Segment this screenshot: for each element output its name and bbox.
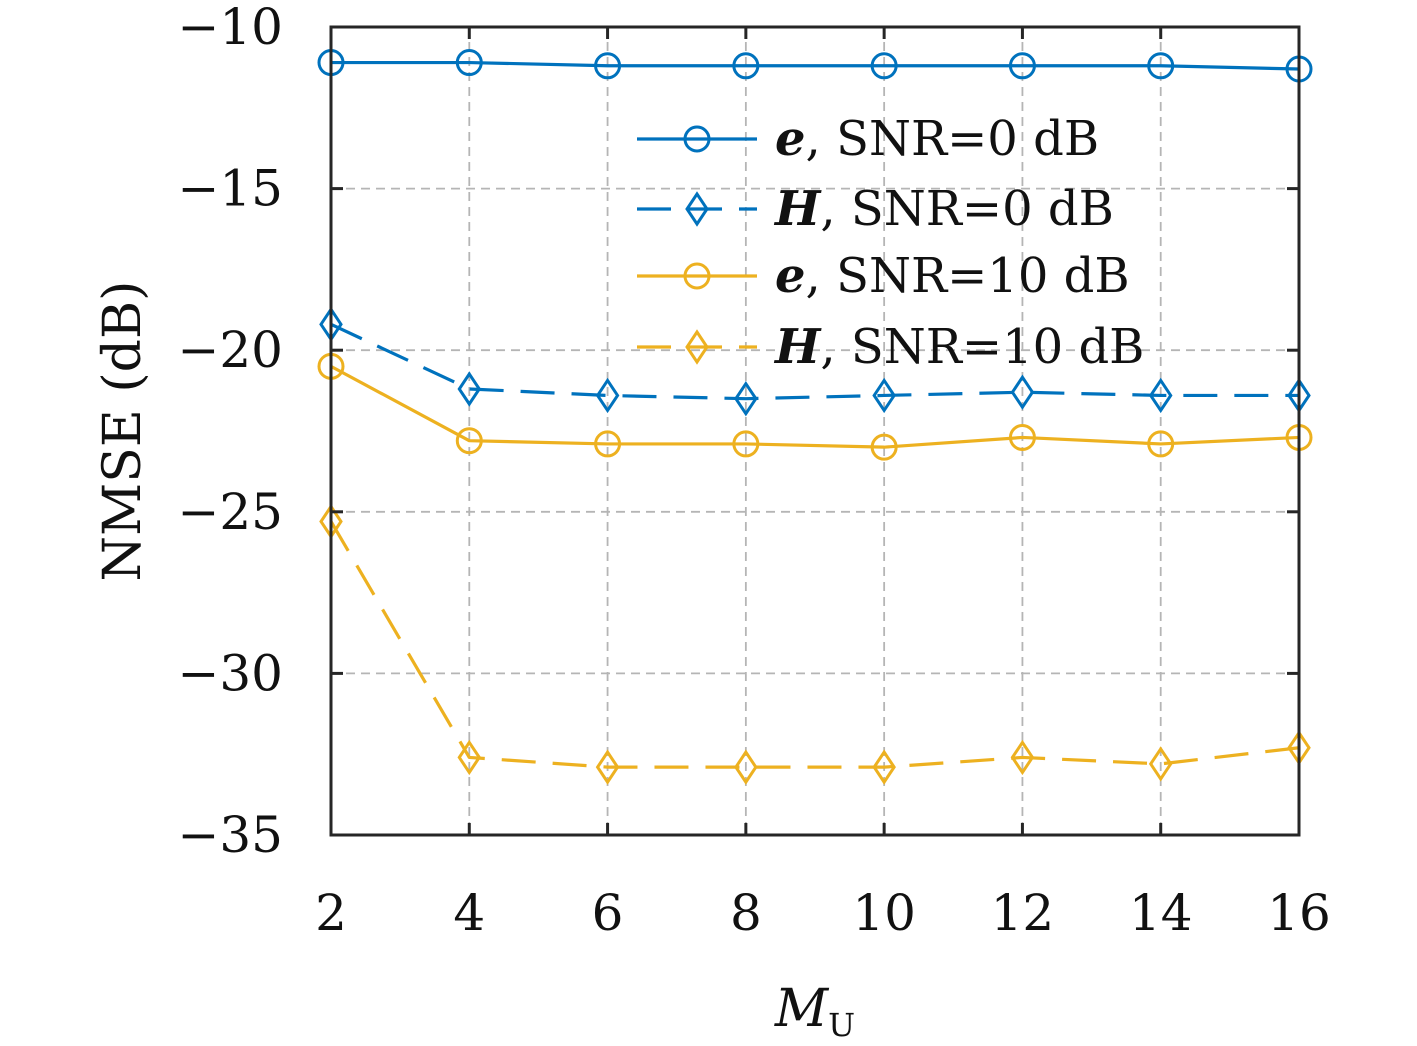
legend-item-4: H, SNR=10 dB	[637, 319, 1144, 375]
data-point-marker	[1148, 377, 1173, 414]
y-tick-label: −25	[177, 483, 283, 541]
data-point-marker	[1147, 52, 1175, 80]
legend-marker	[683, 125, 711, 153]
legend-item-3: e, SNR=10 dB	[637, 248, 1130, 304]
data-point-marker	[457, 739, 482, 776]
legend-label-text: , SNR=10 dB	[820, 319, 1144, 375]
y-tick-label: −30	[177, 644, 283, 702]
legend-label-text: , SNR=0 dB	[806, 111, 1100, 167]
legend-symbol: e	[775, 248, 806, 304]
data-point-marker	[595, 749, 620, 785]
series-2	[319, 306, 1311, 417]
series-line	[330, 364, 1300, 449]
legend-label: H, SNR=10 dB	[773, 319, 1144, 375]
series-line	[330, 322, 1299, 401]
x-tick-label: 14	[1129, 884, 1193, 942]
data-point-marker	[870, 52, 898, 80]
legend-symbol: e	[775, 111, 806, 167]
x-tick-label: 2	[315, 884, 347, 942]
data-point-marker	[734, 380, 758, 417]
series-3	[317, 352, 1313, 461]
series-line	[329, 520, 1300, 769]
legend-symbol: H	[773, 181, 822, 237]
data-point-marker	[732, 430, 760, 458]
legend-marker	[683, 262, 711, 290]
y-tick-label: −15	[177, 160, 283, 218]
data-point-marker	[732, 52, 760, 80]
tick-labels: 2 4 6 8 10 12 14 16 −10 −15 −20 −25 −30 −35	[177, 0, 1330, 942]
data-point-marker	[872, 377, 896, 414]
data-point-marker	[595, 377, 620, 414]
series-layer	[317, 49, 1313, 785]
y-axis-label: NMSE (dB)	[93, 281, 153, 582]
data-point-marker	[734, 749, 758, 785]
data-point-marker	[1008, 423, 1036, 451]
legend-label: e, SNR=0 dB	[775, 111, 1099, 167]
x-tick-label: 12	[991, 884, 1055, 942]
x-axis-label-main: M	[774, 979, 830, 1039]
data-point-marker	[1010, 739, 1035, 776]
legend-label: H, SNR=0 dB	[773, 181, 1114, 237]
x-tick-label: 6	[592, 884, 624, 942]
data-point-marker	[1148, 746, 1173, 782]
data-point-marker	[455, 49, 483, 77]
x-tick-label: 4	[453, 884, 485, 942]
legend-item-2: H, SNR=0 dB	[637, 181, 1114, 237]
legend: e, SNR=0 dBH, SNR=0 dBe, SNR=10 dBH, SNR…	[637, 111, 1144, 375]
legend-label: e, SNR=10 dB	[775, 248, 1130, 304]
data-point-marker	[594, 52, 622, 80]
legend-item-1: e, SNR=0 dB	[637, 111, 1099, 167]
data-point-marker	[870, 433, 898, 461]
legend-symbol: H	[773, 319, 822, 375]
series-1	[317, 49, 1313, 83]
data-point-marker	[1147, 430, 1175, 458]
axes-box	[329, 25, 1301, 837]
series-line	[331, 60, 1300, 71]
x-axis-label: MU	[774, 979, 855, 1044]
y-tick-label: −20	[177, 321, 283, 379]
legend-marker	[685, 191, 709, 227]
x-tick-label: 10	[852, 884, 916, 942]
legend-label-text: , SNR=10 dB	[806, 248, 1130, 304]
data-point-marker	[872, 749, 896, 785]
data-point-marker	[1010, 374, 1035, 410]
data-point-marker	[1008, 52, 1036, 80]
data-point-marker	[455, 427, 483, 455]
y-tick-label: −10	[177, 0, 283, 56]
x-tick-label: 16	[1267, 884, 1331, 942]
grid-lines	[331, 27, 1299, 835]
x-axis-label-subscript: U	[828, 1006, 855, 1044]
axis-ticks	[329, 25, 1301, 837]
legend-label-text: , SNR=0 dB	[820, 181, 1114, 237]
legend-marker	[685, 329, 709, 365]
y-tick-label: −35	[177, 806, 283, 864]
data-point-marker	[594, 430, 622, 458]
x-tick-label: 8	[730, 884, 762, 942]
data-point-marker	[457, 371, 482, 407]
